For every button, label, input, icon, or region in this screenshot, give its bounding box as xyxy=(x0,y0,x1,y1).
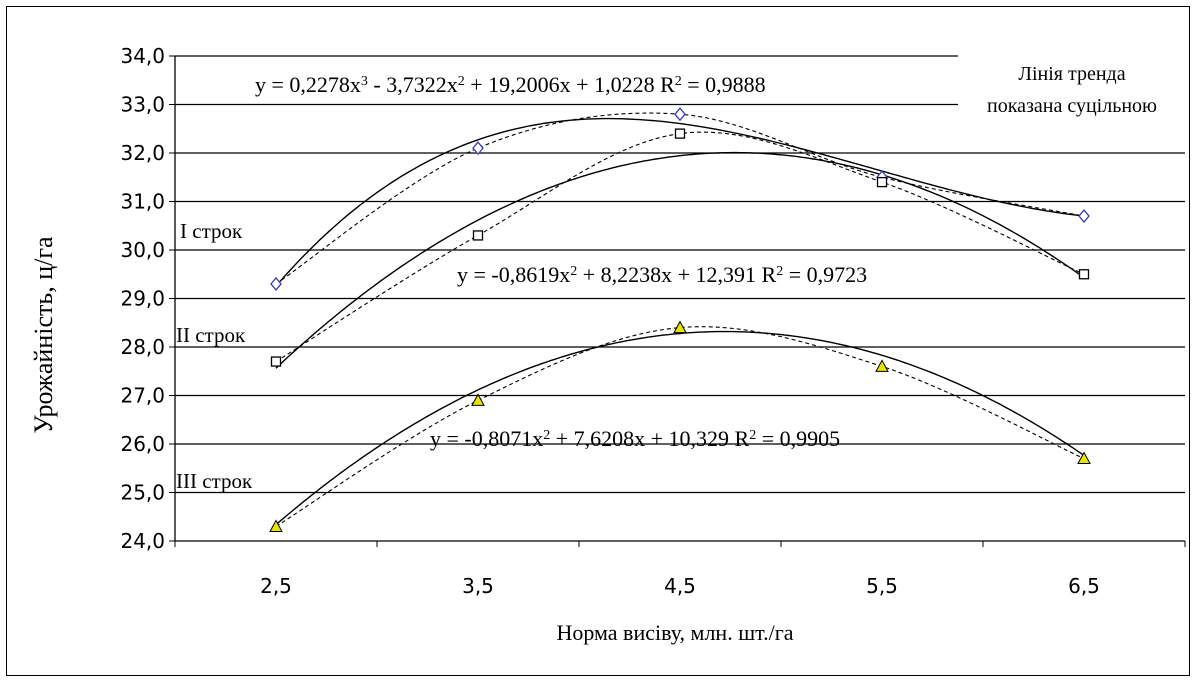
note-line-1: Лінія тренда xyxy=(1018,63,1125,85)
x-axis-label: Норма висіву, млн. шт./га xyxy=(556,620,793,645)
y-tick-label: 33,0 xyxy=(120,93,165,117)
gridlines xyxy=(169,55,1185,542)
y-tick-label: 25,0 xyxy=(120,481,165,505)
equation-series-3: y = -0,8071x2 + 7,6208x + 10,329 R2 = 0,… xyxy=(430,426,840,451)
y-tick-label: 28,0 xyxy=(120,335,165,359)
y-tick-label: 30,0 xyxy=(120,238,165,262)
y-tick-label: 31,0 xyxy=(120,190,165,214)
marker-triangle xyxy=(1077,451,1091,465)
y-tick-label: 32,0 xyxy=(120,141,165,165)
axes xyxy=(174,56,1186,547)
marker-square xyxy=(876,176,888,188)
x-tick-label: 2,5 xyxy=(260,574,292,598)
y-tick-label: 34,0 xyxy=(120,44,165,68)
series-label-3: III строк xyxy=(176,469,253,493)
marker-triangle xyxy=(875,359,889,372)
markers xyxy=(269,107,1091,532)
marker-diamond xyxy=(1078,209,1090,224)
marker-triangle xyxy=(269,519,283,532)
series-label-1: I строк xyxy=(180,219,243,243)
trendline-series-2 xyxy=(275,151,1085,369)
marker-square xyxy=(674,128,686,139)
x-tick-label: 6,5 xyxy=(1068,574,1100,598)
trendline-series-3 xyxy=(275,330,1085,526)
dataline-series-3 xyxy=(275,326,1085,527)
y-tick-labels: 24,0 25,0 26,0 27,0 28,0 29,0 30,0 31,0 32,0 33,0… xyxy=(120,44,165,553)
curves xyxy=(275,112,1085,527)
y-tick-label: 27,0 xyxy=(120,384,165,408)
marker-triangle xyxy=(471,393,485,406)
marker-square xyxy=(270,356,282,367)
marker-diamond xyxy=(270,276,282,291)
y-tick-label: 29,0 xyxy=(120,287,165,311)
x-tick-label: 5,5 xyxy=(866,574,898,598)
note-box xyxy=(958,55,1186,123)
equation-series-2: y = -0,8619x2 + 8,2238x + 12,391 R2 = 0,… xyxy=(457,262,867,287)
x-tick-label: 4,5 xyxy=(664,574,696,598)
marker-diamond xyxy=(674,107,686,122)
y-axis-label: Урожайність, ц/га xyxy=(29,236,58,434)
y-tick-label: 26,0 xyxy=(120,432,165,456)
trendline-series-1 xyxy=(275,117,1085,287)
note-line-2: показана суцільною xyxy=(987,95,1157,117)
x-tick-labels: 2,5 3,5 4,5 5,5 6,5 xyxy=(260,574,1100,598)
marker-square xyxy=(1078,269,1090,280)
equation-series-1: y = 0,2278x3 - 3,7322x2 + 19,2006x + 1,0… xyxy=(255,72,766,97)
y-tick-label: 24,0 xyxy=(120,529,165,553)
marker-diamond xyxy=(472,141,484,156)
x-tick-label: 3,5 xyxy=(462,574,494,598)
marker-triangle xyxy=(673,320,687,334)
marker-square xyxy=(472,230,484,241)
series-label-2: II строк xyxy=(176,323,246,347)
